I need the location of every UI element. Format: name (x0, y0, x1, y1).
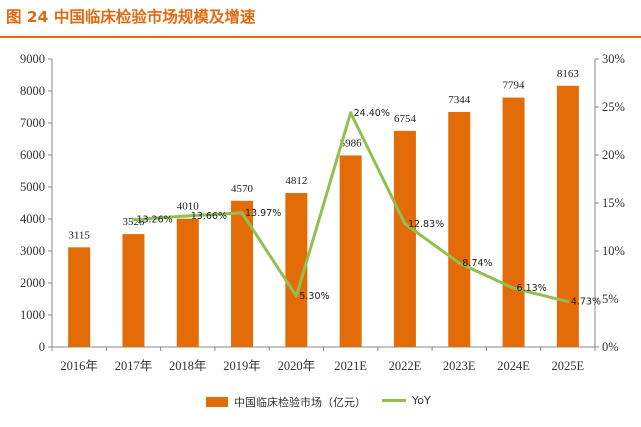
yoy-value-label: 13.97% (245, 208, 281, 219)
yoy-value-label: 6.13% (517, 283, 547, 294)
bar (393, 130, 416, 347)
y-left-tick-label: 0 (39, 340, 45, 354)
bar-value-label: 6754 (394, 113, 417, 125)
bar-value-label: 5986 (340, 137, 363, 149)
yoy-point (131, 218, 135, 222)
yoy-point (403, 222, 407, 226)
bar (176, 218, 199, 347)
legend: 中国临床检验市场（亿元） YoY (0, 394, 641, 414)
yoy-value-label: 8.74% (462, 258, 492, 269)
y-right-tick-label: 30% (602, 52, 625, 66)
bar (556, 85, 579, 347)
y-left-tick-label: 3000 (20, 244, 45, 258)
yoy-value-label: 24.40% (354, 108, 390, 119)
x-tick-label: 2019年 (223, 359, 261, 373)
x-tick-label: 2018年 (169, 359, 207, 373)
bar-value-label: 7344 (448, 94, 471, 106)
legend-bar-swatch (206, 397, 228, 407)
legend-bar-label: 中国临床检验市场（亿元） (234, 396, 366, 409)
y-left-tick-label: 9000 (20, 52, 45, 66)
legend-line-label: YoY (412, 394, 431, 407)
yoy-value-label: 5.30% (299, 291, 329, 302)
x-tick-label: 2017年 (115, 359, 153, 373)
x-tick-label: 2022E (389, 359, 422, 373)
yoy-point (349, 111, 353, 115)
x-tick-label: 2016年 (60, 359, 98, 373)
yoy-point (457, 261, 461, 265)
yoy-point (512, 286, 516, 290)
y-left-tick-label: 8000 (20, 84, 45, 98)
x-tick-label: 2024E (497, 359, 530, 373)
bar-value-label: 7794 (503, 80, 526, 92)
x-tick-label: 2020年 (278, 359, 316, 373)
bar (122, 234, 145, 347)
x-tick-label: 2025E (552, 359, 585, 373)
yoy-point (294, 294, 298, 298)
x-tick-label: 2021E (334, 359, 367, 373)
yoy-point (566, 300, 570, 304)
figure-title: 图 24 中国临床检验市场规模及增速 (6, 8, 256, 26)
bar (285, 193, 308, 347)
bar (448, 111, 471, 347)
bar (231, 200, 254, 347)
y-left-tick-label: 6000 (20, 148, 45, 162)
y-right-tick-label: 0% (602, 340, 619, 354)
bar-value-label: 4010 (177, 201, 200, 213)
yoy-value-label: 12.83% (408, 219, 444, 230)
y-left-tick-label: 1000 (20, 308, 45, 322)
yoy-value-label: 13.66% (191, 211, 227, 222)
legend-line-swatch (382, 399, 406, 402)
bar (339, 155, 362, 347)
bar (502, 97, 525, 347)
bar-value-label: 4570 (231, 183, 254, 195)
y-right-tick-label: 15% (602, 196, 625, 210)
y-right-tick-label: 20% (602, 148, 625, 162)
y-left-tick-label: 4000 (20, 212, 45, 226)
legend-item-line: YoY (382, 394, 431, 407)
title-rule (0, 36, 641, 38)
yoy-point (186, 214, 190, 218)
legend-item-bar: 中国临床检验市场（亿元） (206, 394, 366, 410)
y-left-tick-label: 5000 (20, 180, 45, 194)
bar-value-label: 4812 (285, 175, 307, 187)
y-right-tick-label: 10% (602, 244, 625, 258)
yoy-point (240, 211, 244, 215)
y-left-tick-label: 7000 (20, 116, 45, 130)
bar-value-label: 3115 (68, 229, 90, 241)
y-right-tick-label: 25% (602, 100, 625, 114)
yoy-value-label: 4.73% (571, 297, 601, 308)
y-left-tick-label: 2000 (20, 276, 45, 290)
y-right-tick-label: 5% (602, 292, 619, 306)
bar-value-label: 8163 (557, 68, 580, 80)
bar (68, 247, 91, 347)
yoy-value-label: 13.26% (136, 215, 172, 226)
x-tick-label: 2023E (443, 359, 476, 373)
